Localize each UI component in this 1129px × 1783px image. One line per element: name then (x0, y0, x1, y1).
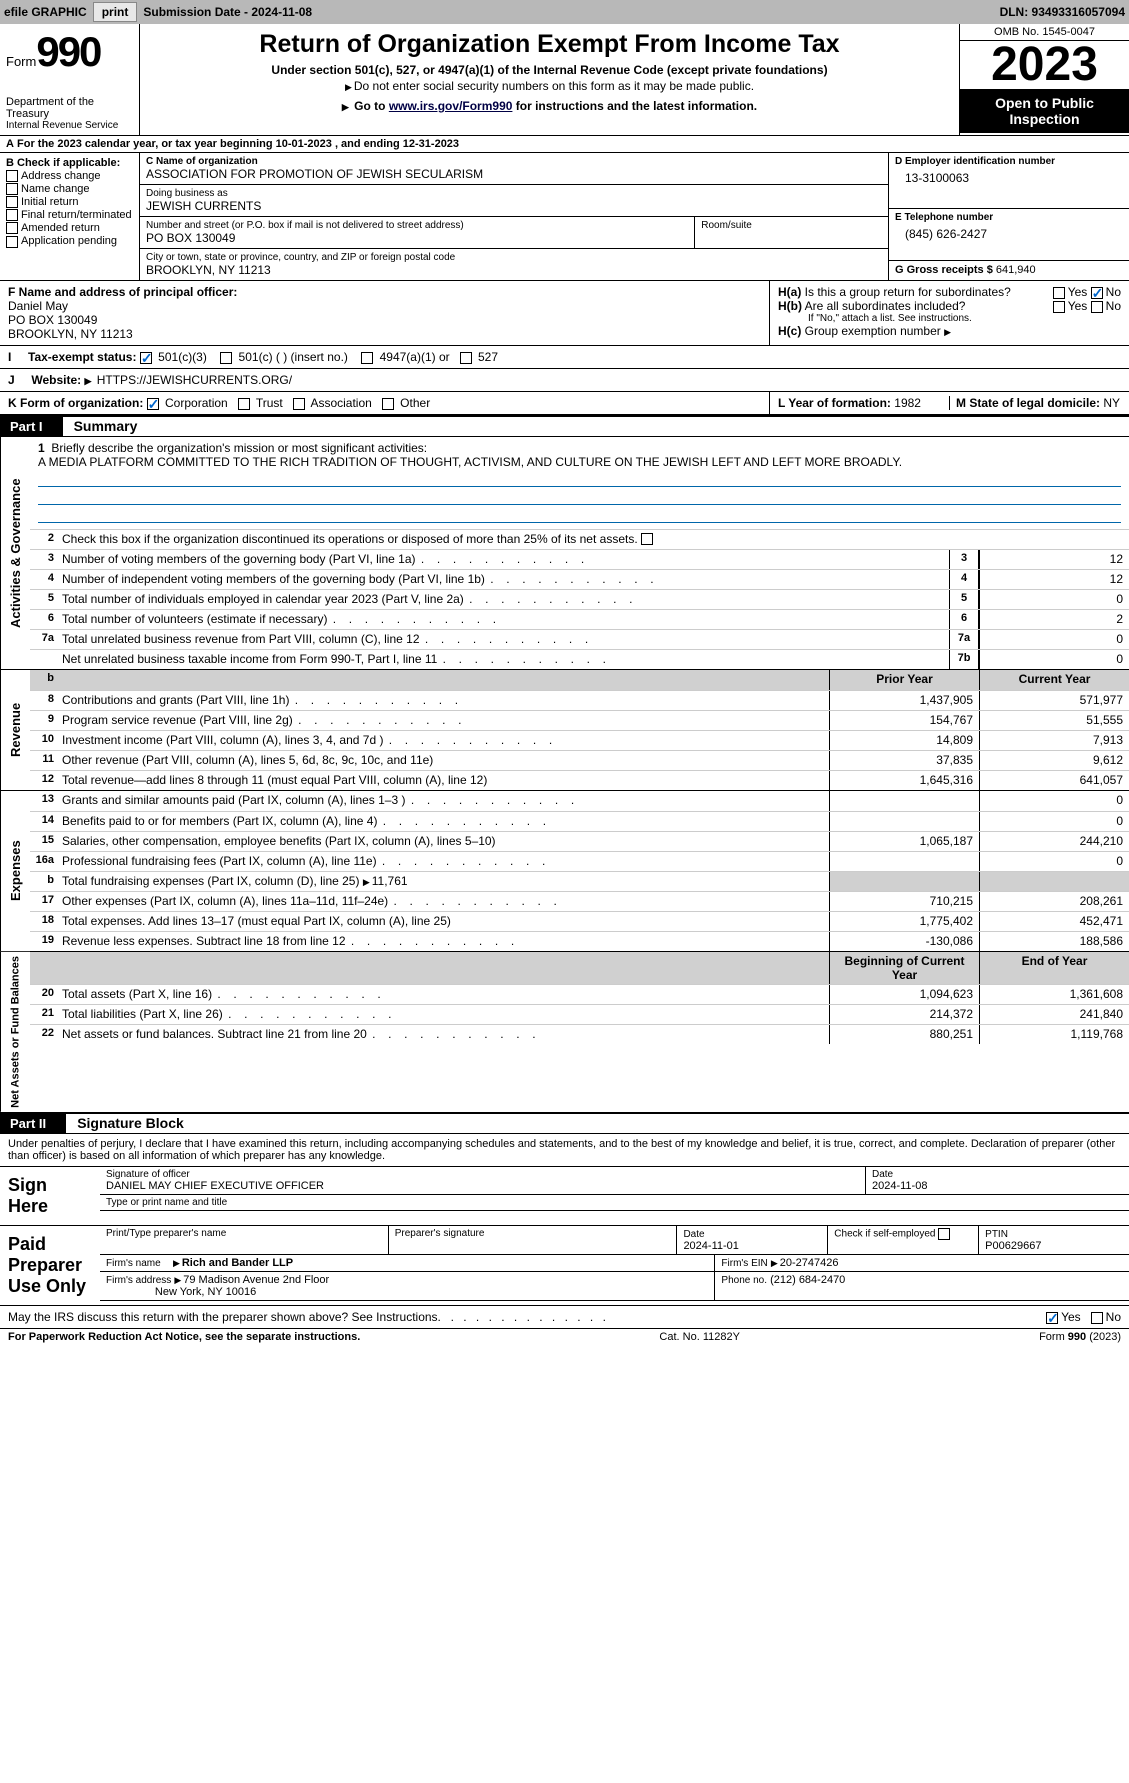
chk-initial-return[interactable]: Initial return (6, 196, 133, 208)
topbar: efile GRAPHIC print Submission Date - 20… (0, 0, 1129, 24)
website-url: HTTPS://JEWISHCURRENTS.ORG/ (97, 373, 292, 387)
open-inspection: Open to Public Inspection (960, 89, 1129, 133)
form-title: Return of Organization Exempt From Incom… (146, 30, 953, 59)
room-cell: Room/suite (695, 217, 889, 249)
chk-name-change[interactable]: Name change (6, 183, 133, 195)
row-i: I Tax-exempt status: 501(c)(3) 501(c) ( … (0, 346, 1129, 369)
addr-row: Number and street (or P.O. box if mail i… (140, 217, 889, 249)
city-cell: City or town, state or province, country… (140, 249, 889, 280)
chk-501c[interactable] (220, 352, 232, 364)
net-assets-section: Net Assets or Fund Balances Beginning of… (0, 952, 1129, 1113)
submission-date: Submission Date - 2024-11-08 (143, 5, 312, 19)
form-header: Form990 Department of the Treasury Inter… (0, 24, 1129, 136)
tax-year: 2023 (960, 41, 1129, 89)
chk-corp[interactable] (147, 398, 159, 410)
h-section: H(a) Is this a group return for subordin… (769, 281, 1129, 345)
website-row: J Website: HTTPS://JEWISHCURRENTS.ORG/ (0, 369, 1129, 391)
vtab-expenses: Expenses (0, 791, 30, 951)
row-j: J Website: HTTPS://JEWISHCURRENTS.ORG/ (0, 369, 1129, 392)
mission-block: 1 Briefly describe the organization's mi… (30, 437, 1129, 529)
form-number-cell: Form990 Department of the Treasury Inter… (0, 24, 140, 135)
revenue-section: Revenue bPrior YearCurrent Year 8Contrib… (0, 670, 1129, 791)
chk-final-return[interactable]: Final return/terminated (6, 209, 133, 221)
phone-cell: E Telephone number (845) 626-2427 (889, 209, 1129, 261)
col-right: D Employer identification number 13-3100… (889, 153, 1129, 280)
form-footer: Form 990 (2023) (1039, 1331, 1121, 1343)
subtitle: Under section 501(c), 527, or 4947(a)(1)… (146, 63, 953, 77)
paid-preparer-block: Paid Preparer Use Only Print/Type prepar… (0, 1225, 1129, 1305)
paid-preparer-label: Paid Preparer Use Only (0, 1226, 100, 1305)
part1-header: Part I Summary (0, 416, 1129, 437)
chk-assoc[interactable] (293, 398, 305, 410)
row-f-h: F Name and address of principal officer:… (0, 281, 1129, 346)
chk-discontinued[interactable] (641, 533, 653, 545)
chk-4947[interactable] (361, 352, 373, 364)
print-button[interactable]: print (93, 2, 138, 22)
vtab-revenue: Revenue (0, 670, 30, 790)
ein-cell: D Employer identification number 13-3100… (889, 153, 1129, 209)
hb-yes[interactable] (1053, 301, 1065, 313)
irs-label: Internal Revenue Service (6, 120, 133, 131)
discuss-no[interactable] (1091, 1312, 1103, 1324)
row-a: A For the 2023 calendar year, or tax yea… (0, 136, 1129, 153)
form-of-org: K Form of organization: Corporation Trus… (0, 392, 769, 414)
sign-here-block: Sign Here Signature of officerDANIEL MAY… (0, 1166, 1129, 1225)
penalties-text: Under penalties of perjury, I declare th… (0, 1134, 1129, 1166)
form-number: 990 (36, 28, 100, 75)
vtab-ag: Activities & Governance (0, 437, 30, 669)
irs-link[interactable]: www.irs.gov/Form990 (389, 99, 513, 113)
hb-row: H(b) Are all subordinates included? Yes … (778, 299, 1121, 313)
chk-application-pending[interactable]: Application pending (6, 235, 133, 247)
goto-line: Go to www.irs.gov/Form990 for instructio… (146, 99, 953, 113)
street-cell: Number and street (or P.O. box if mail i… (140, 217, 695, 249)
discuss-yes[interactable] (1046, 1312, 1058, 1324)
lm-cell: L Year of formation: 1982 M State of leg… (769, 392, 1129, 414)
dept-treasury: Department of the Treasury (6, 96, 133, 120)
dln: DLN: 93493316057094 (1000, 5, 1125, 19)
chk-other[interactable] (382, 398, 394, 410)
hc-row: H(c) Group exemption number (778, 324, 1121, 338)
entity-info: B Check if applicable: Address change Na… (0, 153, 1129, 281)
principal-officer: F Name and address of principal officer:… (0, 281, 769, 345)
dba-cell: Doing business as JEWISH CURRENTS (140, 185, 889, 217)
expenses-section: Expenses 13Grants and similar amounts pa… (0, 791, 1129, 952)
ha-yes[interactable] (1053, 287, 1065, 299)
chk-self-employed[interactable] (938, 1228, 950, 1240)
chk-address-change[interactable]: Address change (6, 170, 133, 182)
row-klm: K Form of organization: Corporation Trus… (0, 392, 1129, 416)
chk-trust[interactable] (238, 398, 250, 410)
hb-no[interactable] (1091, 301, 1103, 313)
ha-row: H(a) Is this a group return for subordin… (778, 285, 1121, 299)
part2-header: Part II Signature Block (0, 1113, 1129, 1134)
chk-527[interactable] (460, 352, 472, 364)
col-b-checkboxes: B Check if applicable: Address change Na… (0, 153, 140, 280)
efile-label: efile GRAPHIC (4, 5, 87, 19)
ha-no[interactable] (1091, 287, 1103, 299)
ssn-notice: Do not enter social security numbers on … (146, 79, 953, 93)
discuss-row: May the IRS discuss this return with the… (0, 1305, 1129, 1328)
chk-amended[interactable]: Amended return (6, 222, 133, 234)
vtab-netassets: Net Assets or Fund Balances (0, 952, 30, 1112)
sign-here-label: Sign Here (0, 1167, 100, 1225)
b-header: B Check if applicable: (6, 157, 133, 169)
footer: For Paperwork Reduction Act Notice, see … (0, 1328, 1129, 1345)
title-cell: Return of Organization Exempt From Incom… (140, 24, 959, 135)
year-cell: OMB No. 1545-0047 2023 Open to Public In… (959, 24, 1129, 135)
col-c: C Name of organization ASSOCIATION FOR P… (140, 153, 889, 280)
gross-receipts-cell: G Gross receipts $ 641,940 (889, 261, 1129, 279)
chk-501c3[interactable] (140, 352, 152, 364)
activities-governance: Activities & Governance 1 Briefly descri… (0, 437, 1129, 670)
form-prefix: Form (6, 54, 36, 69)
org-name-cell: C Name of organization ASSOCIATION FOR P… (140, 153, 889, 185)
tax-exempt-status: I Tax-exempt status: 501(c)(3) 501(c) ( … (0, 346, 1129, 368)
